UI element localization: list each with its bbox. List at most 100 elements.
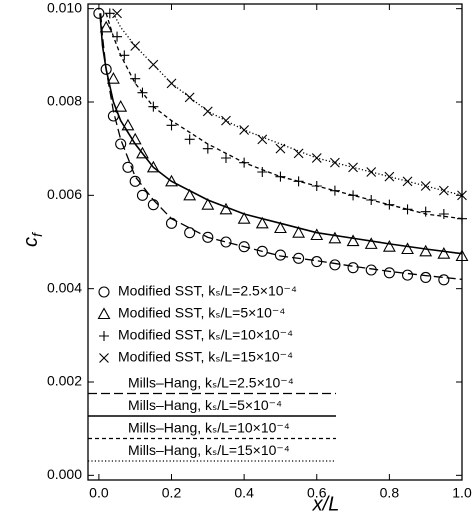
marker-triangle: [99, 20, 113, 33]
marker-circle: [274, 249, 286, 261]
marker-cross: [457, 190, 467, 201]
marker-plus: [202, 143, 213, 154]
data-line: [99, 13, 463, 255]
marker-triangle: [292, 226, 306, 238]
marker-plus: [184, 134, 195, 145]
marker-triangle: [274, 221, 287, 234]
x-axis-label: x/L: [312, 493, 340, 515]
y-tick-label: 0.006: [47, 186, 82, 202]
legend-label: Mills–Hang, kₛ/L=5×10⁻⁴: [128, 397, 282, 413]
y-axis-label: cf: [20, 231, 44, 247]
marker-plus: [275, 171, 286, 182]
y-tick-label: 0.010: [47, 0, 82, 15]
marker-cross: [275, 143, 286, 154]
marker-circle: [129, 175, 141, 187]
marker-circle: [238, 241, 250, 253]
marker-circle: [93, 7, 105, 19]
marker-plus: [130, 73, 141, 84]
marker-circle: [147, 199, 159, 211]
marker-cross: [438, 185, 449, 196]
marker-cross: [420, 181, 431, 191]
legend-label: Modified SST, kₛ/L=2.5×10⁻⁴: [118, 283, 297, 299]
marker-circle: [329, 259, 341, 271]
marker-circle: [115, 138, 127, 150]
x-tick-label: 0.2: [162, 485, 182, 501]
marker-circle: [220, 236, 232, 248]
marker-triangle: [346, 234, 360, 247]
legend-label: Mills–Hang, kₛ/L=10×10⁻⁴: [128, 420, 290, 436]
y-tick-label: 0.002: [47, 373, 82, 389]
marker-circle: [383, 267, 395, 279]
data-line: [105, 13, 463, 220]
marker-circle: [256, 245, 268, 257]
marker-triangle: [183, 188, 197, 201]
marker-circle: [122, 161, 134, 173]
marker-triangle: [455, 249, 469, 262]
marker-triangle: [106, 72, 120, 84]
marker-plus: [420, 206, 431, 217]
legend-label: Mills–Hang, kₛ/L=2.5×10⁻⁴: [128, 375, 294, 391]
legend-label: Modified SST, kₛ/L=15×10⁻⁴: [118, 349, 293, 365]
marker-triangle: [328, 231, 342, 244]
y-tick-label: 0.004: [47, 279, 82, 295]
marker-triangle: [136, 146, 149, 159]
marker-plus: [257, 167, 268, 177]
data-line: [112, 13, 463, 196]
x-tick-label: 0.6: [307, 485, 327, 501]
marker-triangle: [382, 240, 396, 252]
marker-circle: [202, 231, 214, 243]
y-axis-label-main: c: [20, 237, 42, 247]
marker-circle: [136, 189, 149, 201]
marker-triangle: [437, 247, 451, 259]
marker-plus: [293, 176, 304, 187]
marker-triangle: [114, 100, 128, 112]
marker-triangle: [255, 216, 269, 229]
marker-plus: [348, 190, 359, 201]
marker-triangle: [237, 212, 251, 224]
legend-label: Mills–Hang, kₛ/L=15×10⁻⁴: [128, 442, 290, 458]
marker-triangle: [165, 174, 178, 187]
x-tick-label: 0.0: [89, 485, 109, 501]
legend-marker: [98, 286, 110, 298]
marker-plus: [438, 209, 449, 219]
marker-cross: [330, 157, 340, 168]
marker-cross: [293, 148, 304, 159]
y-tick-label: 0.000: [47, 466, 82, 482]
marker-plus: [402, 204, 413, 215]
marker-triangle: [201, 198, 215, 210]
marker-cross: [221, 115, 231, 126]
marker-triangle: [401, 242, 414, 255]
marker-circle: [365, 264, 377, 276]
x-tick-label: 0.8: [380, 485, 400, 501]
plot-frame: [87, 3, 463, 481]
marker-circle: [184, 227, 196, 239]
marker-cross: [130, 41, 141, 51]
marker-cross: [402, 176, 413, 187]
marker-plus: [220, 153, 231, 163]
marker-cross: [239, 125, 250, 135]
x-tick-label: 0.4: [234, 485, 254, 501]
marker-cross: [112, 8, 122, 19]
y-axis-label-sub: f: [29, 231, 45, 237]
data-line: [100, 13, 463, 280]
marker-plus: [166, 120, 177, 131]
marker-circle: [438, 274, 450, 286]
marker-triangle: [146, 160, 160, 173]
marker-plus: [329, 185, 340, 196]
marker-cross: [184, 92, 195, 103]
marker-circle: [401, 269, 414, 281]
marker-triangle: [364, 237, 378, 249]
marker-triangle: [419, 244, 433, 257]
marker-cross: [366, 167, 377, 177]
y-tick-label: 0.008: [47, 93, 82, 109]
marker-triangle: [310, 228, 324, 241]
x-tick-label: 1.0: [452, 485, 472, 501]
legend-label: Modified SST, kₛ/L=10×10⁻⁴: [118, 327, 293, 343]
legend-marker: [97, 307, 111, 320]
marker-circle: [420, 271, 432, 284]
marker-circle: [347, 262, 359, 274]
legend-label: Modified SST, kₛ/L=5×10⁻⁴: [118, 305, 285, 321]
legend-marker: [99, 353, 109, 363]
marker-triangle: [121, 118, 135, 131]
